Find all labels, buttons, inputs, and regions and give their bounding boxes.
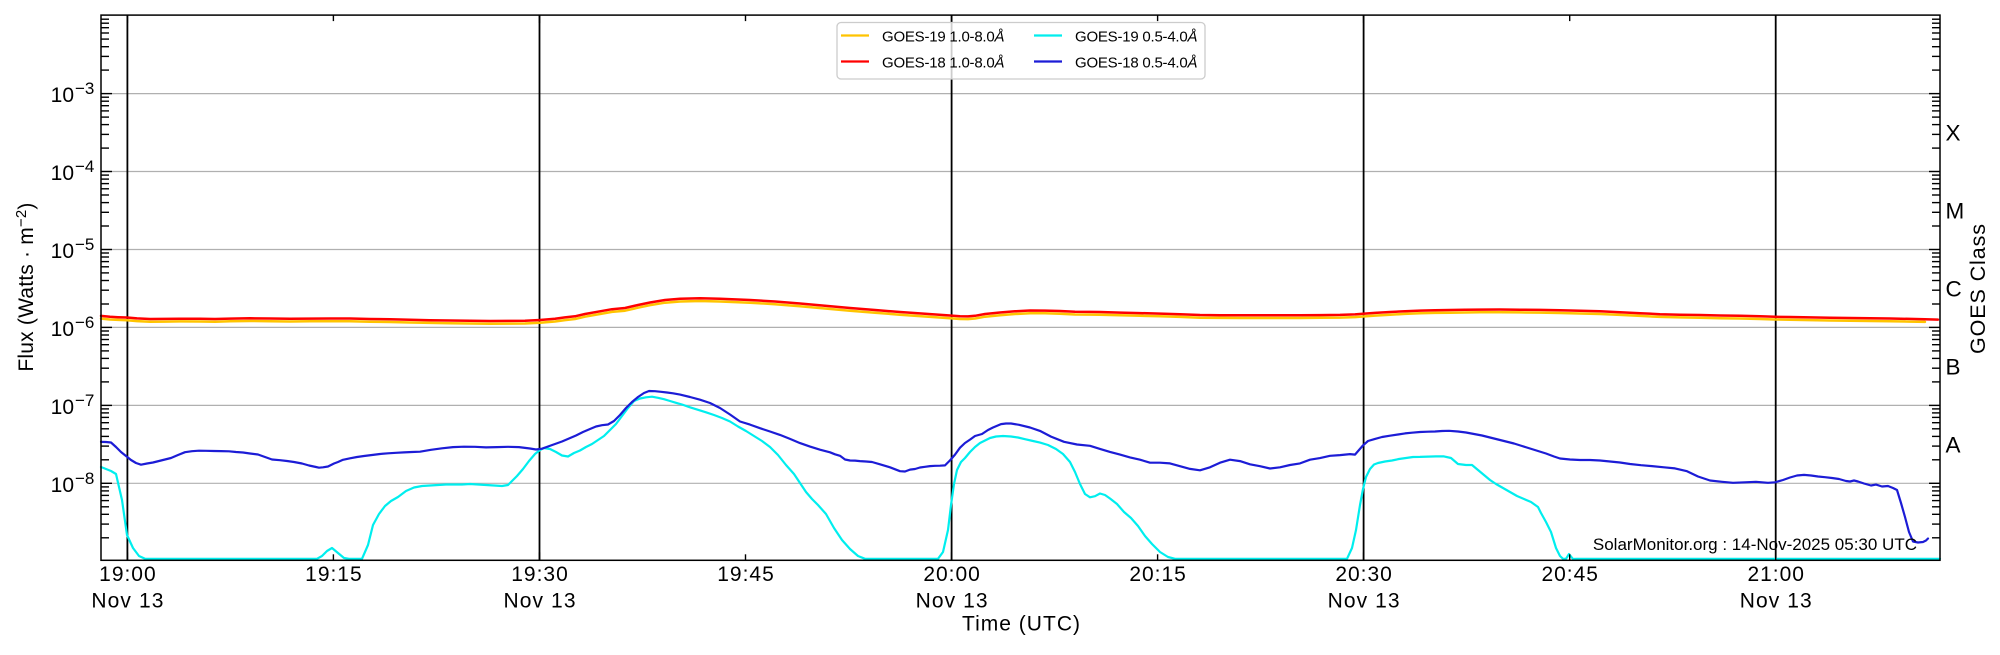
svg-text:M: M xyxy=(1946,199,1965,224)
svg-text:Nov 13: Nov 13 xyxy=(1328,590,1400,613)
svg-text:20:30: 20:30 xyxy=(1335,563,1392,586)
svg-text:19:15: 19:15 xyxy=(305,563,362,586)
svg-text:19:30: 19:30 xyxy=(511,563,568,586)
svg-text:SolarMonitor.org : 14-Nov-2025: SolarMonitor.org : 14-Nov-2025 05:30 UTC xyxy=(1593,535,1917,554)
svg-text:A: A xyxy=(1946,432,1961,457)
svg-text:−4: −4 xyxy=(75,157,94,176)
svg-text:Nov 13: Nov 13 xyxy=(1740,590,1812,613)
svg-text:GOES-19 1.0-8.0Å: GOES-19 1.0-8.0Å xyxy=(882,29,1005,46)
svg-text:Flux (Watts · m−2): Flux (Watts · m−2) xyxy=(13,202,38,371)
svg-text:10: 10 xyxy=(51,474,74,497)
svg-text:B: B xyxy=(1946,354,1961,379)
svg-text:Nov 13: Nov 13 xyxy=(504,590,576,613)
svg-text:GOES Class: GOES Class xyxy=(1966,224,1990,354)
svg-text:Time (UTC): Time (UTC) xyxy=(962,613,1080,636)
svg-text:Nov 13: Nov 13 xyxy=(91,590,163,613)
svg-text:20:00: 20:00 xyxy=(923,563,980,586)
svg-text:−8: −8 xyxy=(75,469,94,488)
svg-text:10: 10 xyxy=(51,396,74,419)
svg-text:−7: −7 xyxy=(75,391,94,410)
svg-text:X: X xyxy=(1946,121,1961,146)
svg-text:−5: −5 xyxy=(75,235,94,254)
svg-text:21:00: 21:00 xyxy=(1747,563,1804,586)
svg-text:C: C xyxy=(1946,276,1962,301)
svg-text:10: 10 xyxy=(51,84,74,107)
svg-text:10: 10 xyxy=(51,240,74,263)
svg-text:10: 10 xyxy=(51,318,74,341)
svg-text:−3: −3 xyxy=(75,79,94,98)
svg-text:GOES-18 1.0-8.0Å: GOES-18 1.0-8.0Å xyxy=(882,55,1005,72)
svg-text:GOES-18 0.5-4.0Å: GOES-18 0.5-4.0Å xyxy=(1075,55,1198,72)
svg-text:20:45: 20:45 xyxy=(1541,563,1598,586)
svg-text:20:15: 20:15 xyxy=(1129,563,1186,586)
svg-text:19:00: 19:00 xyxy=(99,563,155,586)
svg-text:GOES-19 0.5-4.0Å: GOES-19 0.5-4.0Å xyxy=(1075,29,1198,46)
svg-text:Nov 13: Nov 13 xyxy=(916,590,988,613)
svg-text:10: 10 xyxy=(51,162,74,185)
svg-text:−6: −6 xyxy=(75,313,94,332)
svg-text:19:45: 19:45 xyxy=(717,563,774,586)
